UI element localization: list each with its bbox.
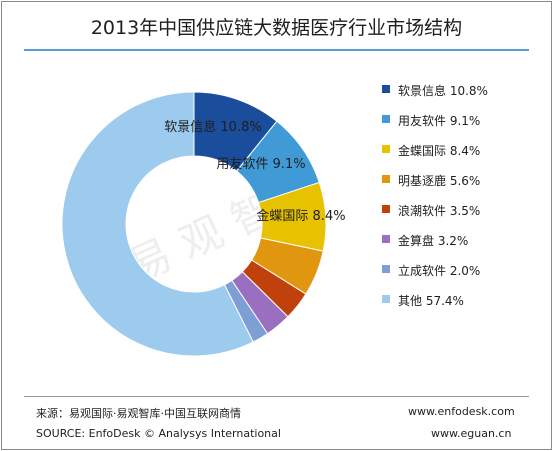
legend-swatch xyxy=(382,295,390,303)
legend-swatch xyxy=(382,265,390,273)
legend-label: 用友软件 9.1% xyxy=(398,114,481,128)
title-underline xyxy=(24,49,529,51)
legend-label: 软景信息 10.8% xyxy=(398,84,488,98)
legend-swatch xyxy=(382,235,390,243)
legend-swatch xyxy=(382,85,390,93)
legend-label: 金蝶国际 8.4% xyxy=(398,144,481,158)
source-cn: 来源：易观国际·易观智库·中国互联网商情 xyxy=(36,407,241,420)
url-eguan[interactable]: www.eguan.cn xyxy=(431,427,512,440)
donut-slices xyxy=(61,91,327,357)
legend-label: 其他 57.4% xyxy=(398,294,464,308)
legend-swatch xyxy=(382,175,390,183)
footer-divider xyxy=(24,396,529,397)
data-label-1: 用友软件 9.1% xyxy=(216,156,305,172)
data-label-0: 软景信息 10.8% xyxy=(164,119,261,135)
slice-7 xyxy=(61,91,254,357)
source-en: SOURCE: EnfoDesk © Analysys Internationa… xyxy=(36,427,281,440)
chart-title: 2013年中国供应链大数据医疗行业市场结构 xyxy=(90,17,463,39)
legend-swatch xyxy=(382,205,390,213)
url-enfodesk[interactable]: www.enfodesk.com xyxy=(408,405,515,418)
legend-label: 浪潮软件 3.5% xyxy=(398,204,481,218)
legend-label: 立成软件 2.0% xyxy=(398,264,481,278)
legend-label: 明基逐鹿 5.6% xyxy=(398,174,481,188)
data-labels: 软景信息 10.8% 用友软件 9.1% 金蝶国际 8.4% xyxy=(164,119,345,224)
data-label-2: 金蝶国际 8.4% xyxy=(256,208,345,224)
legend-label: 金算盘 3.2% xyxy=(398,234,469,248)
legend-swatch xyxy=(382,145,390,153)
legend-swatch xyxy=(382,115,390,123)
